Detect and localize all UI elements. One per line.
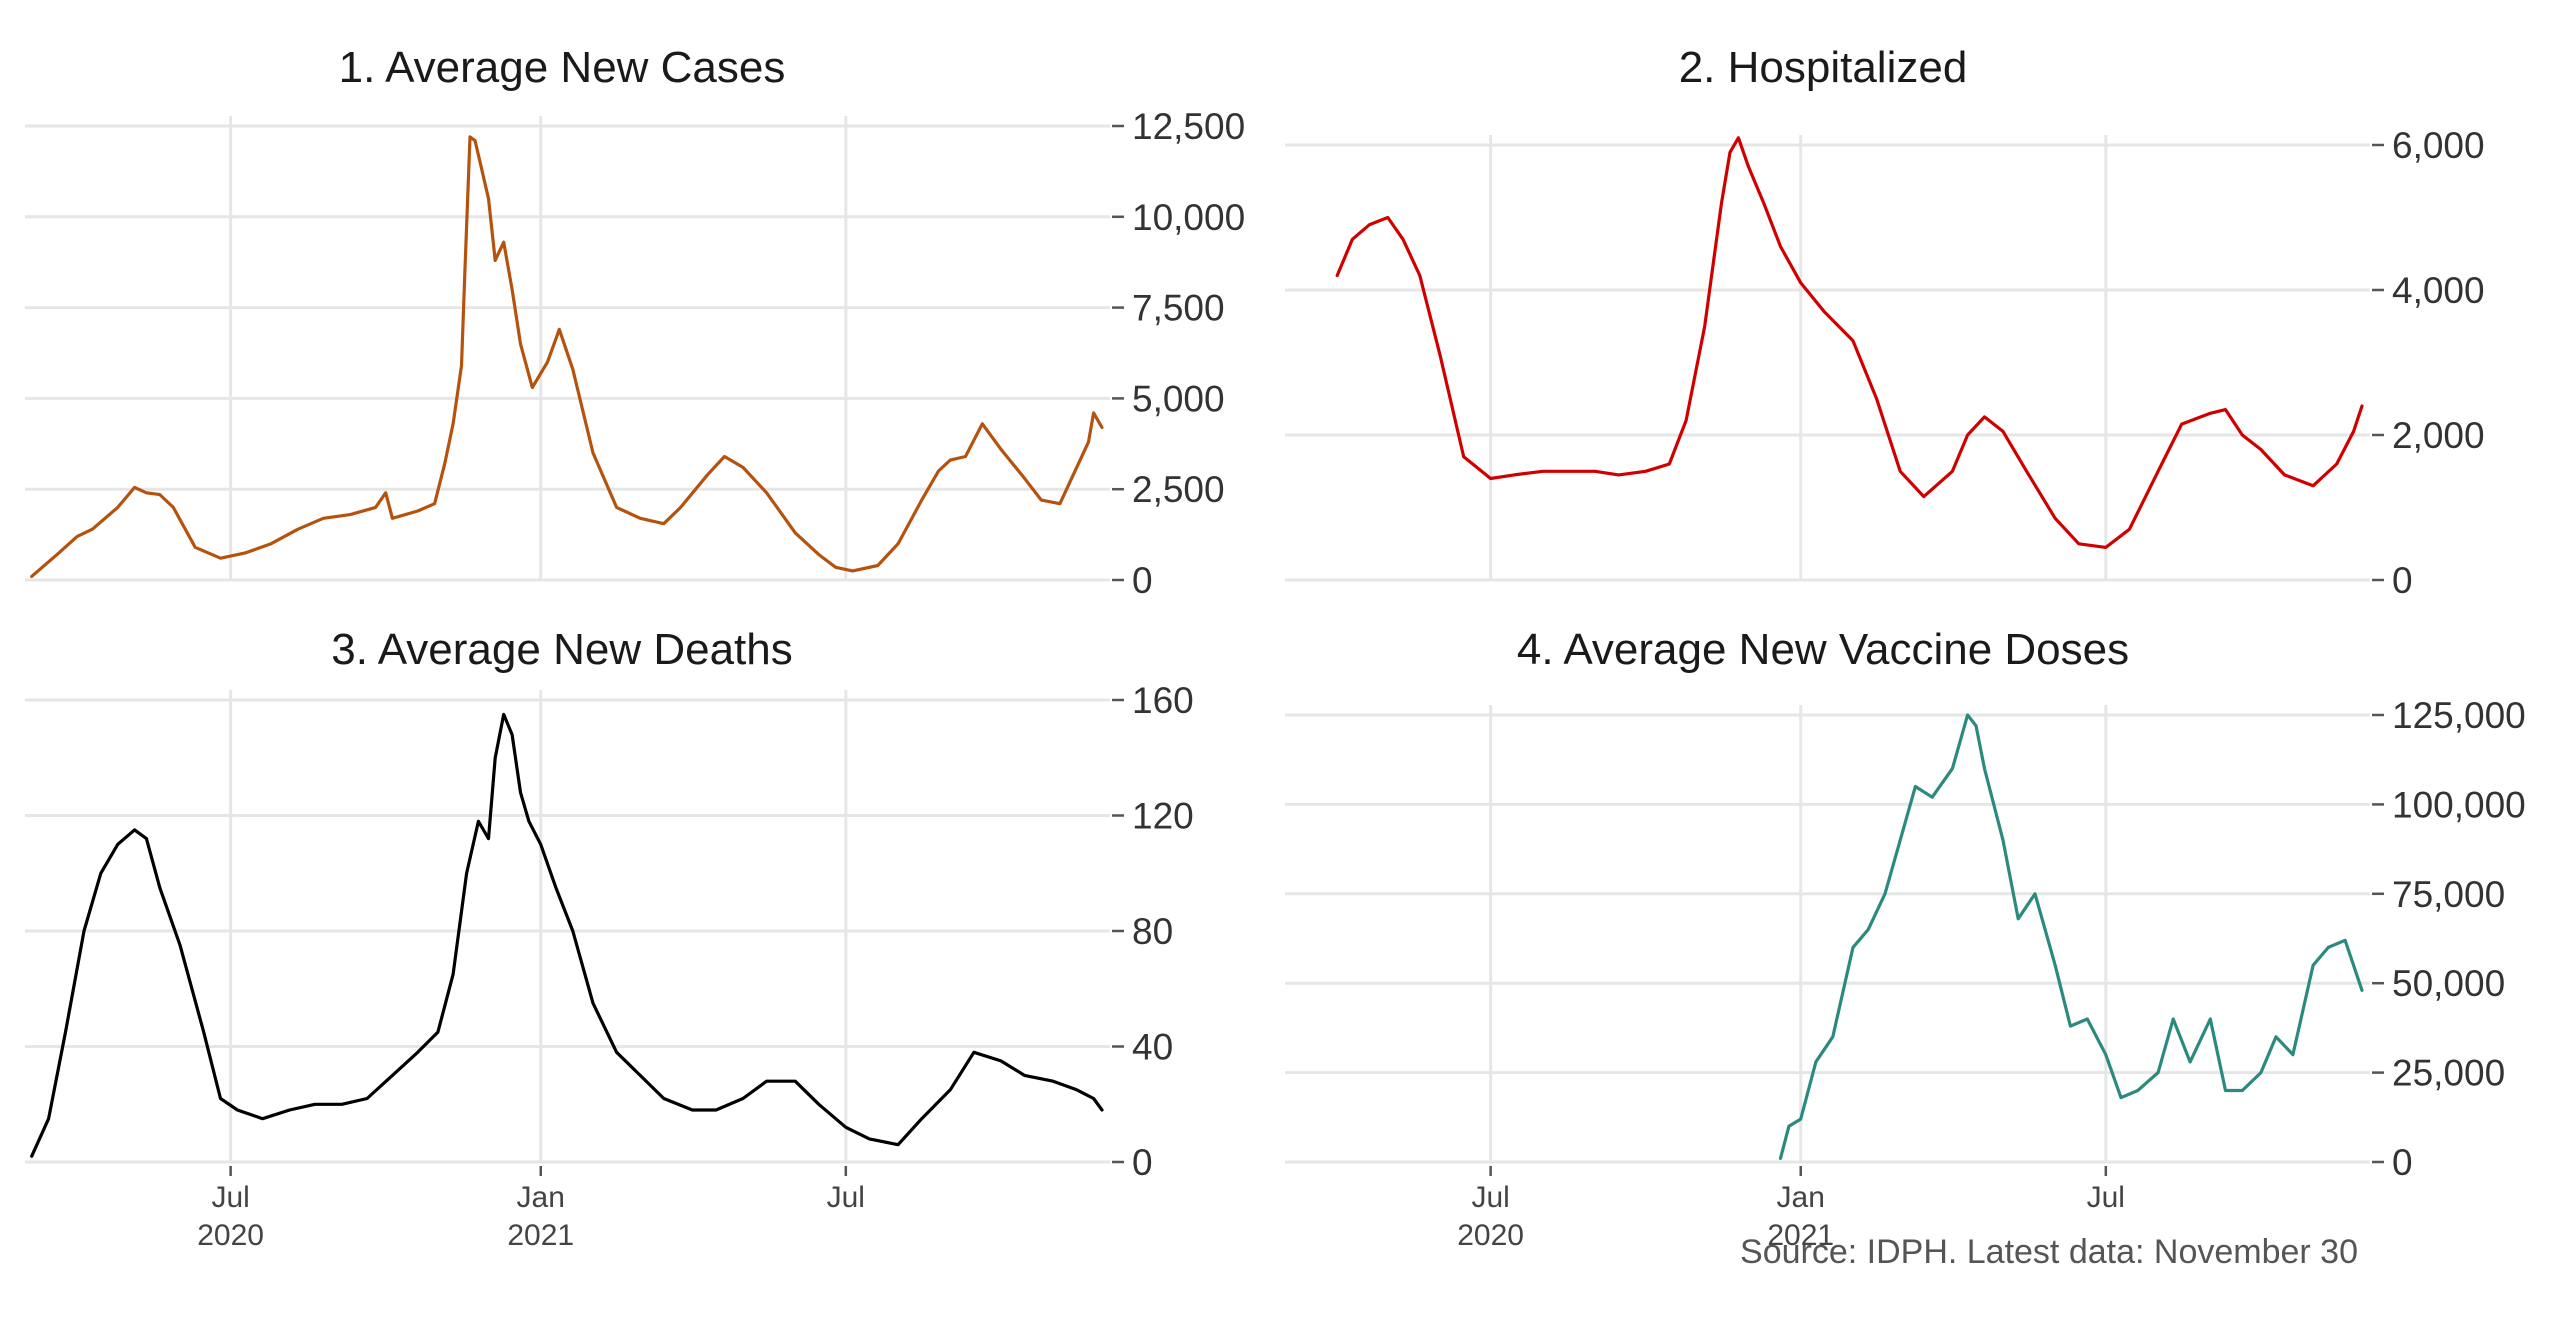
y-ticks-deaths: 0 40 80 120 160	[1112, 680, 1194, 1183]
y-tick-label-7500: 7,500	[1132, 288, 1225, 329]
source-caption: Source: IDPH. Latest data: November 30	[1740, 1233, 2358, 1271]
y-tick-label-10000: 10,000	[1132, 197, 1245, 238]
chart-panel-vaccine: 4. Average New Vaccine Doses 0 25,000 50,0…	[1285, 625, 2526, 1252]
y-tick-label-75000: 75,000	[2392, 874, 2505, 915]
x-tick-year-2020: 2020	[197, 1219, 264, 1252]
y-tick-label-2500: 2,500	[1132, 469, 1225, 510]
x-grid-hospitalized	[1489, 135, 2108, 580]
x-tick-year-2021: 2021	[507, 1219, 574, 1252]
x-tick-label-jul: Jul	[211, 1181, 249, 1214]
x-ticks-vaccine: Jul 2020 Jan 2021 Jul	[1457, 1166, 2125, 1252]
chart-panel-cases: 1. Average New Cases 0 2,500 5,000 7,500 10,…	[25, 43, 1245, 601]
x-tick-label-jul: Jul	[827, 1181, 865, 1214]
series-line-cases	[30, 135, 1104, 578]
series-line-vaccine	[1778, 713, 2364, 1160]
chart-title-vaccine: 4. Average New Vaccine Doses	[1517, 625, 2129, 674]
chart-title-hospitalized: 2. Hospitalized	[1679, 43, 1968, 92]
y-grid-vaccine	[1285, 713, 2370, 1164]
y-ticks-vaccine: 0 25,000 50,000 75,000 100,000 125,000	[2372, 695, 2526, 1183]
y-grid-cases	[25, 124, 1110, 582]
y-tick-label-100000: 100,000	[2392, 784, 2526, 825]
x-tick-label-jan: Jan	[517, 1181, 565, 1214]
x-tick-year-2021: 2021	[1767, 1219, 1834, 1252]
y-tick-label-160: 160	[1132, 680, 1194, 721]
y-tick-label-12500: 12,500	[1132, 106, 1245, 147]
y-tick-label-0: 0	[1132, 1142, 1153, 1183]
chart-panel-hospitalized: 2. Hospitalized 0 2,000 4,000 6,000	[1285, 43, 2485, 601]
series-line-deaths	[30, 712, 1104, 1158]
x-grid-cases	[229, 116, 848, 580]
x-tick-label-jul: Jul	[1471, 1181, 1509, 1214]
y-tick-label-0: 0	[2392, 560, 2413, 601]
y-ticks-hospitalized: 0 2,000 4,000 6,000	[2372, 125, 2485, 601]
chart-title-deaths: 3. Average New Deaths	[331, 625, 792, 674]
y-tick-label-40: 40	[1132, 1027, 1173, 1068]
x-tick-label-jan: Jan	[1777, 1181, 1825, 1214]
y-tick-label-5000: 5,000	[1132, 378, 1225, 419]
series-line-hospitalized	[1335, 136, 2364, 549]
y-tick-label-0: 0	[2392, 1142, 2413, 1183]
x-tick-year-2020: 2020	[1457, 1219, 1524, 1252]
y-tick-label-6000: 6,000	[2392, 125, 2485, 166]
y-ticks-cases: 0 2,500 5,000 7,500 10,000 12,500	[1112, 106, 1245, 601]
chart-panel-deaths: 3. Average New Deaths 0 40 80 120 160 Jul 202…	[25, 625, 1194, 1252]
y-tick-label-2000: 2,000	[2392, 415, 2485, 456]
y-grid-hospitalized	[1285, 143, 2370, 582]
y-tick-label-4000: 4,000	[2392, 270, 2485, 311]
x-grid-deaths	[229, 690, 848, 1162]
y-tick-label-120: 120	[1132, 796, 1194, 837]
x-ticks-deaths: Jul 2020 Jan 2021 Jul	[197, 1166, 865, 1252]
y-tick-label-25000: 25,000	[2392, 1053, 2505, 1094]
x-grid-vaccine	[1489, 705, 2108, 1162]
chart-title-cases: 1. Average New Cases	[339, 43, 786, 92]
y-tick-label-125000: 125,000	[2392, 695, 2526, 736]
x-tick-label-jul: Jul	[2087, 1181, 2125, 1214]
y-tick-label-0: 0	[1132, 560, 1153, 601]
y-tick-label-80: 80	[1132, 911, 1173, 952]
y-tick-label-50000: 50,000	[2392, 963, 2505, 1004]
y-grid-deaths	[25, 698, 1110, 1164]
